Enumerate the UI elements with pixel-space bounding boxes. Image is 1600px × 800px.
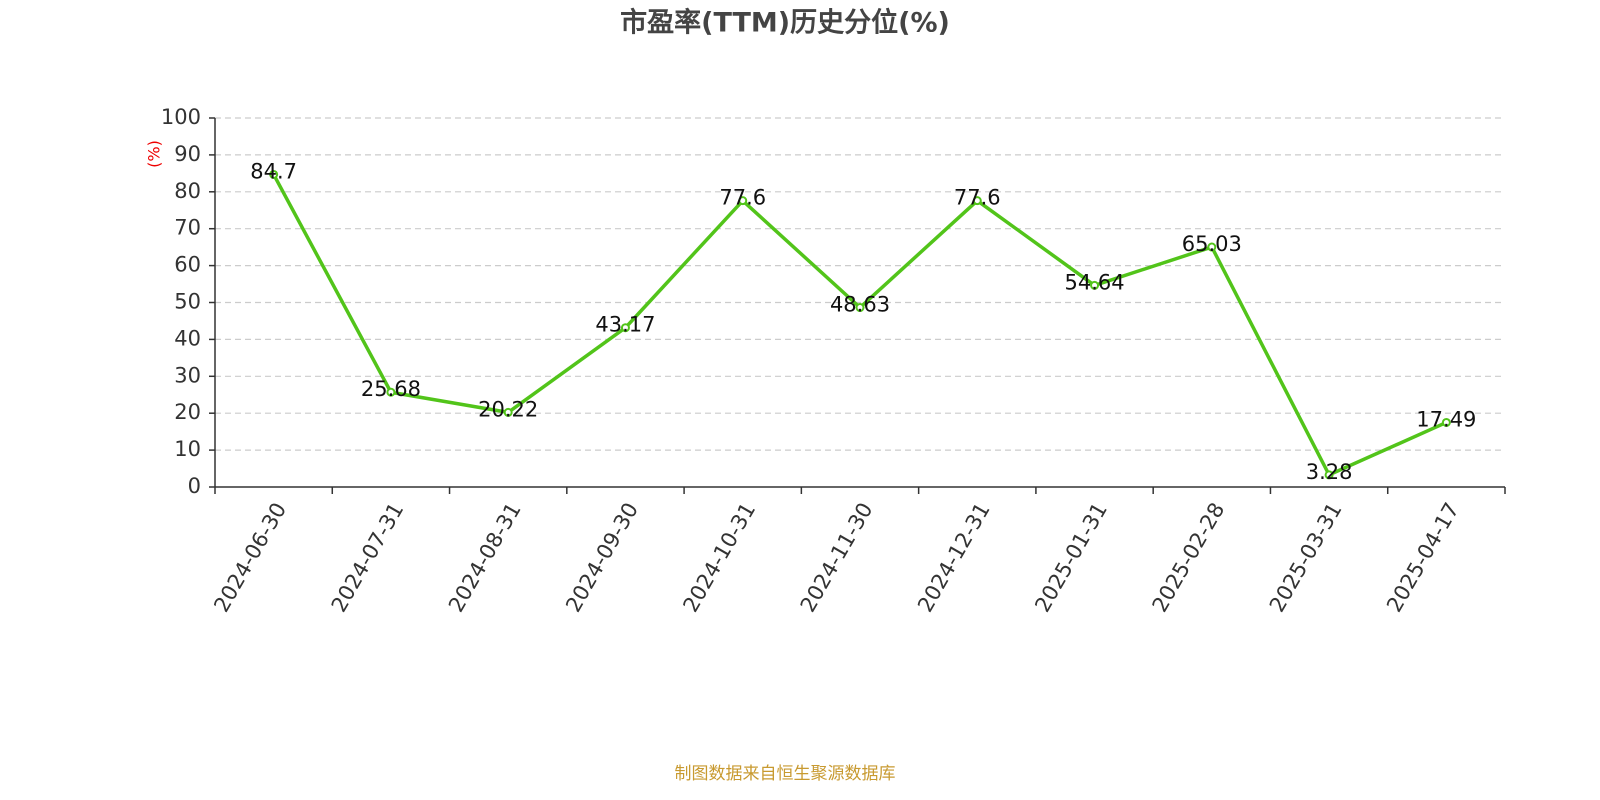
- x-tick-label: 2025-01-31: [1030, 499, 1112, 617]
- y-tick-label: 10: [174, 437, 201, 461]
- point: [269, 169, 279, 179]
- data-label: 43.17: [595, 313, 655, 337]
- x-tick-label: 2024-09-30: [561, 499, 643, 617]
- y-tick-label: 0: [188, 474, 201, 498]
- data-label: 77.6: [719, 186, 766, 210]
- x-tick-label: 2025-02-28: [1148, 499, 1230, 617]
- data-label: 54.64: [1064, 270, 1124, 294]
- data-label: 48.63: [830, 293, 890, 317]
- source-note: 制图数据来自恒生聚源数据库: [675, 764, 896, 784]
- data-label: 17.49: [1416, 407, 1476, 431]
- data-label: 84.7: [250, 159, 297, 183]
- y-tick-label: 60: [174, 253, 201, 277]
- point: [1207, 242, 1217, 252]
- y-tick-label: 70: [174, 216, 201, 240]
- y-tick-label: 20: [174, 400, 201, 424]
- x-tick-label: 2025-03-31: [1265, 499, 1347, 617]
- y-tick-label: 30: [174, 363, 201, 387]
- x-tick-label: 2024-06-30: [209, 499, 291, 617]
- data-label: 77.6: [954, 186, 1001, 210]
- y-tick-label: 100: [161, 105, 201, 129]
- y-axis-label: (%): [145, 140, 164, 168]
- x-tick-label: 2025-04-17: [1382, 499, 1464, 617]
- point: [738, 196, 748, 206]
- point: [1090, 280, 1100, 290]
- data-label: 65.03: [1182, 232, 1242, 256]
- x-tick-label: 2024-08-31: [444, 499, 526, 617]
- line: [272, 173, 1448, 478]
- point: [620, 323, 630, 333]
- x-tick-label: 2024-12-31: [913, 499, 995, 617]
- y-tick-label: 40: [174, 326, 201, 350]
- data-label: 25.68: [361, 377, 421, 401]
- x-tick-label: 2024-07-31: [327, 499, 409, 617]
- point: [972, 196, 982, 206]
- y-tick-label: 50: [174, 290, 201, 314]
- point: [1441, 417, 1451, 427]
- x-tick-label: 2024-10-31: [678, 499, 760, 617]
- point: [1324, 470, 1334, 480]
- y-tick-label: 80: [174, 179, 201, 203]
- point: [855, 303, 865, 313]
- data-label: 20.22: [478, 397, 538, 421]
- point: [503, 407, 513, 417]
- y-tick-label: 90: [174, 142, 201, 166]
- x-tick-label: 2024-11-30: [796, 499, 878, 617]
- data-label: 3.28: [1306, 460, 1353, 484]
- chart-title: 市盈率(TTM)历史分位(%): [620, 7, 950, 39]
- point: [386, 387, 396, 397]
